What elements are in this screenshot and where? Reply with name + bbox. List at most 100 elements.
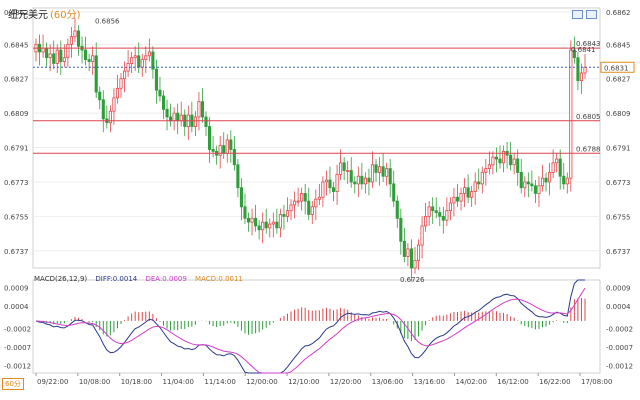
candle-down [76,30,81,47]
candle-down [381,166,385,177]
candle-down [98,91,102,101]
x-tick-label: 11/04:00 [163,378,194,386]
candle-up [540,177,545,187]
macd-legend: MACD(26,12,9) DIFF:0.0014 DEA:0.0009 MAC… [34,275,249,283]
candle-down [431,206,435,212]
candle-up [487,164,491,169]
candle-up [579,72,584,82]
candle-up [218,145,222,156]
candle-down [526,181,530,185]
macd-params: MACD(26,12,9) [34,275,88,283]
macd-y-tick-left: -0.0007 [4,344,31,352]
chart-settings-icon[interactable] [572,10,583,19]
x-tick-label: 17/08:00 [581,378,612,386]
candle-up [289,204,293,212]
candle-up [268,223,272,229]
macd-y-tick-right: -0.0002 [606,325,633,333]
candle-up [473,181,477,192]
candle-down [87,59,91,62]
diff-value: DIFF:0.0014 [95,275,138,283]
candle-up [55,49,59,64]
candle-up [310,206,314,215]
candle-down [154,68,158,91]
period-tab[interactable]: 60分 [2,378,24,390]
candle-down [254,217,258,227]
candle-down [161,95,166,110]
current-price-label: 0.6831 [604,64,629,72]
x-tick-label: 16/12:00 [497,378,528,386]
level-label: 0.6805 [576,113,601,121]
candle-up [583,66,587,74]
candle-down [331,187,336,192]
x-tick-label: 13/06:00 [372,378,403,386]
x-tick-label: 11/14:00 [204,378,235,386]
price-annotation: 0.6856 [95,17,120,25]
candle-down [441,215,445,221]
candle-up [225,139,229,154]
x-tick-label: 10/08:00 [79,378,110,386]
x-tick-label: 09/22:00 [37,378,68,386]
candle-down [572,49,576,59]
candle-up [126,63,130,72]
x-tick-label: 13/16:00 [414,378,445,386]
candle-up [452,196,456,204]
candle-down [399,217,403,242]
x-tick-label: 12/10:00 [288,378,319,386]
y-tick-right: 0.6862 [606,9,631,17]
candle-up [470,191,474,198]
candle-down [494,156,499,160]
candle-down [151,51,155,70]
candle-up [445,210,449,221]
candle-up [356,175,360,185]
candle-up [501,150,506,164]
candle-down [544,177,548,183]
x-tick-label: 10/18:00 [121,378,152,386]
candle-down [45,47,49,59]
macd-y-tick-right: 0.0004 [606,303,631,311]
candle-up [512,158,516,166]
chart-title: 纽元美元 (60分) [8,6,81,21]
y-tick-left: 0.6809 [4,110,29,118]
candle-down [303,193,307,202]
macd-y-tick-right: 0.0009 [606,284,631,292]
candle-up [122,70,127,80]
candle-up [41,47,45,53]
y-tick-left: 0.6845 [4,41,29,49]
candle-up [197,101,201,118]
y-tick-left: 0.6755 [4,213,29,221]
candle-up [339,162,343,175]
candle-up [459,193,463,202]
macd-y-tick-right: -0.0012 [606,363,633,371]
candle-down [388,168,392,185]
candle-up [406,248,410,257]
candle-down [342,162,346,171]
instrument-name: 纽元美元 [8,10,48,21]
timeframe-label: (60分) [50,10,81,21]
y-tick-right: 0.6791 [606,145,631,153]
candle-down [208,126,212,150]
candle-up [413,259,417,269]
candle-down [498,158,502,164]
candle-down [516,158,520,173]
candle-up [62,57,66,62]
y-tick-left: 0.6862 [4,9,29,17]
level-label: 0.6843 [576,40,601,48]
candle-down [165,108,169,118]
window-icon[interactable] [586,10,597,19]
y-tick-right: 0.6755 [606,213,631,221]
y-tick-left: 0.6827 [4,76,29,84]
candle-up [548,172,552,183]
candle-down [360,175,364,185]
candle-down [52,53,56,64]
candle-down [232,149,236,166]
candle-up [48,53,52,59]
candle-down [558,158,562,177]
candle-up [420,225,424,246]
candle-up [480,172,484,185]
candle-up [115,87,120,99]
candle-down [477,181,481,185]
candle-down [94,55,98,93]
candle-down [246,217,251,223]
y-tick-left: 0.6737 [4,248,29,256]
